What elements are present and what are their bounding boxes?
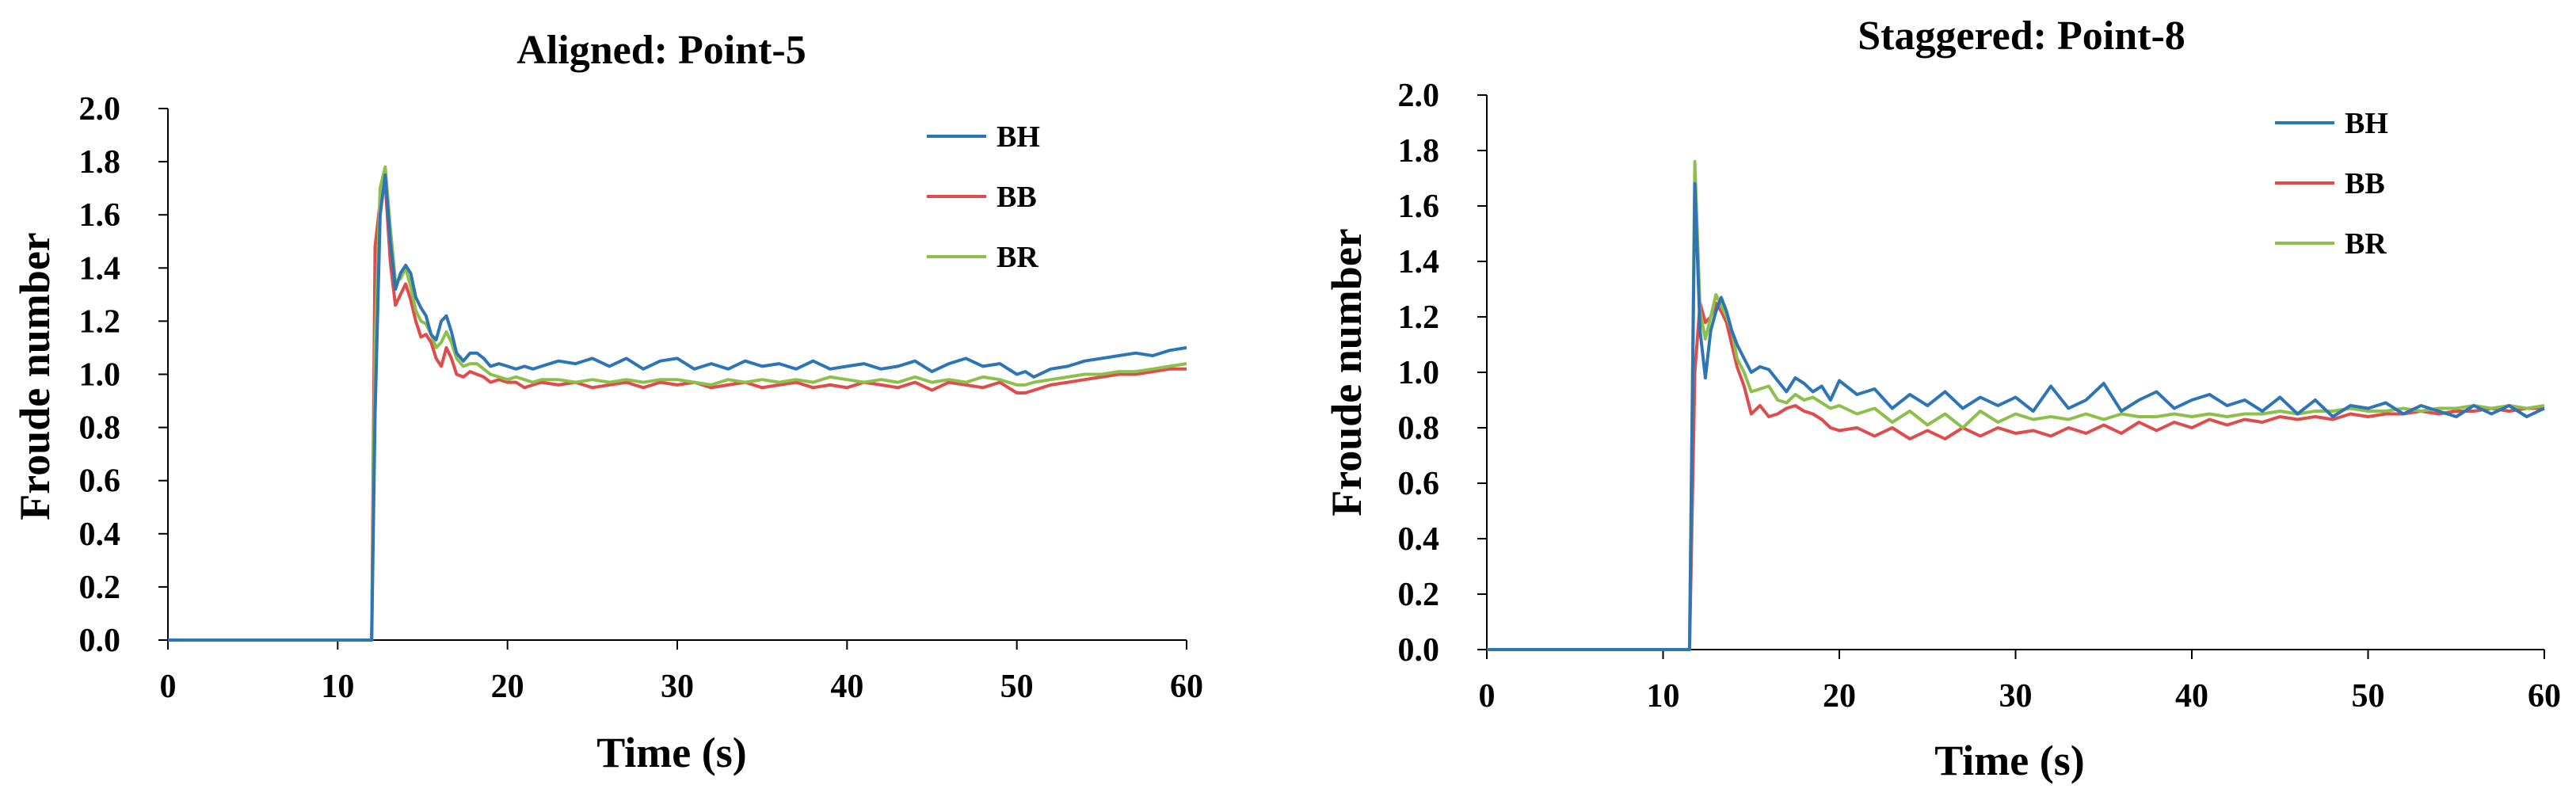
y-tick-label: 0.6 xyxy=(1398,466,1440,502)
y-tick-label: 2.0 xyxy=(1398,78,1440,114)
y-tick-label: 1.6 xyxy=(1398,189,1440,225)
y-tick-label: 1.2 xyxy=(1398,299,1440,336)
legend-label: BB xyxy=(996,181,1037,214)
series-line-br xyxy=(168,165,1187,642)
x-tick-label: 0 xyxy=(1479,678,1496,715)
y-tick-label: 0.6 xyxy=(79,463,121,500)
x-tick-label: 30 xyxy=(1999,678,2033,715)
y-tick-label: 1.4 xyxy=(1398,244,1440,280)
y-tick-label: 1.0 xyxy=(79,357,121,394)
chart-staggered-point-8: Staggered: Point-8 Time (s) Froude numbe… xyxy=(1323,13,2561,784)
y-tick-label: 0.4 xyxy=(79,516,121,553)
series-line-bh xyxy=(168,173,1187,642)
x-tick-label: 30 xyxy=(661,669,694,705)
x-tick-label: 40 xyxy=(2175,678,2208,715)
x-tick-label: 10 xyxy=(1647,678,1680,715)
x-tick-label: 60 xyxy=(1170,669,1203,705)
y-tick-label: 2.0 xyxy=(79,91,121,128)
y-tick-label: 1.0 xyxy=(1398,355,1440,391)
legend-label: BH xyxy=(2345,107,2388,140)
plot-area: 0.0 0.2 0.4 0.6 0.8 1.0 1.2 1.4 1.6 1.8 2.0 0 10 20 30… xyxy=(1398,78,2562,715)
legend-label: BR xyxy=(2345,227,2387,261)
y-tick-label: 0.4 xyxy=(1398,521,1440,558)
y-axis-title: Froude number xyxy=(1323,228,1370,516)
x-tick-label: 10 xyxy=(321,669,354,705)
chart-aligned-point-5: Aligned: Point-5 Time (s) Froude number … xyxy=(11,28,1203,776)
y-axis-title: Froude number xyxy=(11,232,59,520)
y-tick-label: 0.0 xyxy=(79,623,121,659)
series-line-bb xyxy=(168,181,1187,642)
y-tick-label: 1.2 xyxy=(79,303,121,340)
legend-label: BH xyxy=(996,120,1040,154)
x-tick-label: 20 xyxy=(491,669,524,705)
y-tick-label: 0.8 xyxy=(1398,410,1440,447)
y-tick-label: 0.8 xyxy=(79,410,121,447)
x-axis-title: Time (s) xyxy=(1934,737,2084,784)
series-line-bh xyxy=(1487,182,2545,651)
x-tick-label: 0 xyxy=(160,669,177,705)
x-tick-label: 60 xyxy=(2528,678,2561,715)
y-tick-label: 0.2 xyxy=(79,570,121,606)
y-tick-label: 1.4 xyxy=(79,250,121,287)
y-tick-label: 1.8 xyxy=(1398,133,1440,170)
x-tick-label: 50 xyxy=(1000,669,1034,705)
x-tick-label: 40 xyxy=(830,669,863,705)
chart-title: Staggered: Point-8 xyxy=(1858,13,2185,59)
x-tick-label: 50 xyxy=(2352,678,2385,715)
series-line-bb xyxy=(1487,301,2544,651)
x-axis-title: Time (s) xyxy=(596,729,746,776)
y-tick-label: 1.6 xyxy=(79,197,121,234)
y-tick-label: 0.0 xyxy=(1398,632,1440,669)
y-tick-label: 0.2 xyxy=(1398,577,1440,613)
plot-area: 0.0 0.2 0.4 0.6 0.8 1.0 1.2 1.4 1.6 1.8 2.0 0 10 20 30… xyxy=(79,91,1204,705)
chart-title: Aligned: Point-5 xyxy=(516,28,806,73)
legend-label: BB xyxy=(2345,167,2385,200)
y-tick-label: 1.8 xyxy=(79,144,121,181)
series-line-br xyxy=(1487,160,2545,651)
x-tick-label: 20 xyxy=(1823,678,1856,715)
legend-label: BR xyxy=(996,241,1038,274)
